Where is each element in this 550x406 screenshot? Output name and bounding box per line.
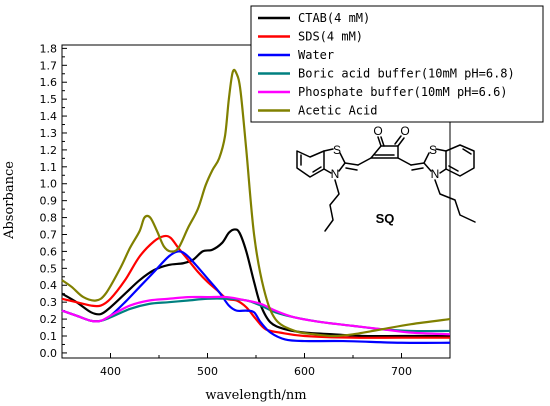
carbonyl-bond	[377, 136, 382, 147]
right-benzene-ring	[445, 144, 475, 177]
legend-box	[250, 5, 544, 123]
legend-label: Water	[298, 48, 334, 62]
y-tick-label: 1.0	[40, 178, 58, 191]
right-benzene-bond	[462, 148, 472, 155]
y-tick-label: 0.7	[40, 228, 58, 241]
left-benzene-bond	[312, 166, 322, 173]
y-tick-label: 1.5	[40, 93, 58, 106]
left-thiazole-bond	[323, 148, 334, 152]
y-tick-label: 0.0	[40, 347, 58, 360]
x-tick-label: 400	[100, 365, 121, 378]
nitrogen-label: N	[431, 167, 440, 181]
y-axis: 0.0 0.1 0.2 0.3 0.4 0.5 0.6 0.7 0.8 0.9 1.0 1.1 1.2 1…	[40, 42, 67, 360]
left-butyl-chain	[324, 179, 340, 232]
y-axis-label: Absorbance	[2, 161, 17, 240]
x-axis: 400 500 600 700	[61, 353, 451, 378]
left-thiazole-bond	[323, 168, 332, 174]
carbonyl-bond	[397, 137, 405, 147]
x-tick-label: 700	[391, 365, 412, 378]
y-tick-label: 0.1	[40, 330, 58, 343]
nitrogen-label: N	[331, 167, 340, 181]
sulfur-label: S	[333, 143, 341, 157]
y-tick-label: 1.1	[40, 161, 58, 174]
y-tick-label: 0.2	[40, 313, 58, 326]
x-tick-label: 500	[197, 365, 218, 378]
y-tick-label: 0.8	[40, 212, 58, 225]
y-tick-label: 1.3	[40, 127, 58, 140]
squaraine-ring	[370, 145, 399, 159]
right-thiazole-bond	[435, 148, 447, 152]
y-tick-label: 1.8	[40, 42, 58, 55]
left-methine-bond	[357, 157, 372, 166]
carbonyl-bond	[380, 136, 385, 147]
right-thiazole-bond	[423, 162, 432, 172]
left-thiazole-bond	[339, 152, 346, 164]
right-methine-bond	[411, 167, 424, 171]
molecule-label: SQ	[376, 211, 395, 226]
right-methine-bond	[397, 157, 412, 166]
legend-label: Boric acid buffer(10mM pH=6.8)	[298, 67, 515, 81]
legend-label: Acetic Acid	[298, 104, 377, 118]
right-thiazole-bond	[423, 152, 430, 164]
sq-atom-labels: O O S N S N SQ	[331, 124, 440, 226]
oxygen-label: O	[373, 124, 382, 138]
x-axis-label: wavelength/nm	[205, 388, 306, 403]
oxygen-label: O	[400, 124, 409, 138]
y-tick-label: 1.2	[40, 144, 58, 157]
legend-label: CTAB(4 mM)	[298, 11, 370, 25]
x-tick-label: 600	[294, 365, 315, 378]
y-tick-label: 0.3	[40, 296, 58, 309]
y-tick-label: 0.6	[40, 245, 58, 258]
y-tick-label: 1.4	[40, 110, 58, 123]
left-thiazole-bond	[338, 162, 346, 172]
legend-label: Phosphate buffer(10mM pH=6.6)	[298, 85, 508, 99]
right-benzene-bond	[448, 165, 459, 172]
y-tick-label: 1.6	[40, 76, 58, 89]
series-line-1	[61, 234, 450, 339]
carbonyl-bond	[394, 135, 402, 145]
series-line-4	[61, 295, 451, 336]
right-thiazole-bond	[439, 168, 447, 174]
left-methine-bond	[345, 167, 358, 171]
y-tick-label: 1.7	[40, 59, 58, 72]
y-tick-label: 0.9	[40, 195, 58, 208]
right-methine-bond	[410, 162, 425, 166]
series-line-5	[61, 68, 451, 338]
legend: CTAB(4 mM) SDS(4 mM) Water Boric acid buffe…	[250, 5, 544, 123]
y-tick-label: 0.4	[40, 279, 58, 292]
sulfur-label: S	[429, 143, 437, 157]
sq-structure	[296, 135, 476, 232]
y-tick-label: 0.5	[40, 262, 58, 275]
right-butyl-chain	[434, 179, 476, 223]
legend-label: SDS(4 mM)	[298, 30, 363, 44]
left-methine-bond	[344, 162, 359, 166]
series-lines	[61, 68, 451, 344]
